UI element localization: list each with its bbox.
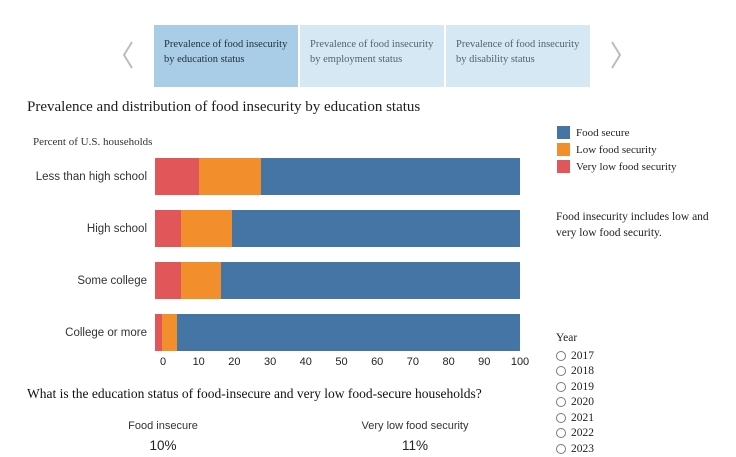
chart-row: Some college <box>0 262 520 299</box>
group-label: Food insecure <box>128 420 198 432</box>
year-option-2022[interactable]: 2022 <box>556 426 594 442</box>
radio-button-icon[interactable] <box>556 428 566 439</box>
stacked-bar <box>155 314 520 351</box>
bar-segment-low-food-security[interactable] <box>198 158 261 195</box>
bar-segment-very-low-food-security[interactable] <box>155 262 181 299</box>
year-option-label: 2023 <box>571 442 594 455</box>
category-label: College or more <box>65 326 147 339</box>
chevron-left-icon <box>120 38 136 75</box>
x-tick-label: 60 <box>371 356 384 368</box>
radio-button-icon[interactable] <box>556 412 566 423</box>
year-option-label: 2020 <box>571 396 594 409</box>
category-label: Less than high school <box>35 170 147 183</box>
x-tick-label: 50 <box>335 356 348 368</box>
year-filter: Year 2017 2018 2019 2020 2021 2022 2023 <box>556 332 594 457</box>
year-option-label: 2017 <box>571 349 594 362</box>
legend-swatch-food-secure <box>557 126 570 139</box>
x-tick-label: 40 <box>299 356 312 368</box>
x-tick-label: 10 <box>192 356 205 368</box>
x-tick-label: 80 <box>442 356 455 368</box>
year-option-label: 2018 <box>571 365 594 378</box>
carousel-prev-button[interactable] <box>116 24 140 88</box>
radio-button-icon[interactable] <box>556 397 566 408</box>
radio-button-icon[interactable] <box>556 443 566 454</box>
section-question: What is the education status of food-ins… <box>27 386 482 401</box>
year-option-2021[interactable]: 2021 <box>556 410 594 426</box>
bar-segment-very-low-food-security[interactable] <box>155 210 181 247</box>
tab-label: Prevalence of food insecurity <box>310 39 434 50</box>
tab-employment-status[interactable]: Prevalence of food insecurity by employm… <box>300 25 444 87</box>
tab-label: by disability status <box>456 54 535 65</box>
x-tick-label: 90 <box>478 356 491 368</box>
tab-strip: Prevalence of food insecurity by educati… <box>154 25 590 87</box>
x-tick-label: 20 <box>228 356 241 368</box>
chart-legend: Food secure Low food security Very low f… <box>557 126 677 177</box>
legend-item-very-low-food-security: Very low food security <box>557 160 677 173</box>
group-value: 11% <box>401 438 429 453</box>
tab-label: by employment status <box>310 54 403 65</box>
bar-segment-low-food-security[interactable] <box>180 262 221 299</box>
radio-button-icon[interactable] <box>556 350 566 361</box>
story-tab-carousel: Prevalence of food insecurity by educati… <box>116 24 628 88</box>
x-tick-label: 70 <box>406 356 420 368</box>
stacked-bar <box>155 262 520 299</box>
legend-item-food-secure: Food secure <box>557 126 677 139</box>
year-option-2020[interactable]: 2020 <box>556 395 594 411</box>
x-tick-label: 0 <box>159 356 167 368</box>
year-option-label: 2022 <box>571 427 594 440</box>
year-filter-label: Year <box>556 332 578 344</box>
chart-title: Prevalence and distribution of food inse… <box>27 99 421 115</box>
year-option-2017[interactable]: 2017 <box>556 348 594 364</box>
group-value: 10% <box>149 438 177 453</box>
year-option-2019[interactable]: 2019 <box>556 379 594 395</box>
radio-button-icon[interactable] <box>556 381 566 392</box>
category-label: High school <box>86 222 147 235</box>
bar-segment-food-secure[interactable] <box>220 262 520 299</box>
bar-segment-very-low-food-security[interactable] <box>155 314 163 351</box>
year-options: 2017 2018 2019 2020 2021 2022 2023 <box>556 348 594 457</box>
bar-segment-food-secure[interactable] <box>176 314 520 351</box>
legend-label: Low food security <box>576 143 657 156</box>
group-label: Very low food security <box>361 420 469 432</box>
chart-row: Less than high school <box>0 158 520 195</box>
group-very-low-food-security: Very low food security 11% <box>330 420 500 453</box>
year-option-2018[interactable]: 2018 <box>556 364 594 380</box>
tab-label: by education status <box>164 54 245 65</box>
carousel-next-button[interactable] <box>604 24 628 88</box>
tab-label: Prevalence of food insecurity <box>164 39 288 50</box>
tab-label: Prevalence of food insecurity <box>456 39 580 50</box>
legend-swatch-low-food-security <box>557 143 570 156</box>
year-option-2023[interactable]: 2023 <box>556 441 594 457</box>
year-option-label: 2019 <box>571 380 594 393</box>
bar-segment-low-food-security[interactable] <box>180 210 232 247</box>
x-tick-label: 100 <box>510 356 530 368</box>
chart-note: Food insecurity includes low and very lo… <box>556 211 709 240</box>
legend-swatch-very-low-food-security <box>557 160 570 173</box>
bar-segment-very-low-food-security[interactable] <box>155 158 199 195</box>
bar-segment-food-secure[interactable] <box>231 210 520 247</box>
tab-disability-status[interactable]: Prevalence of food insecurity by disabil… <box>446 25 590 87</box>
bar-segment-low-food-security[interactable] <box>162 314 177 351</box>
legend-label: Food secure <box>576 126 630 139</box>
stacked-bar <box>155 158 520 195</box>
chevron-right-icon <box>608 38 624 75</box>
year-option-label: 2021 <box>571 411 594 424</box>
chart-subtitle: Percent of U.S. households <box>33 136 153 148</box>
bar-segment-food-secure[interactable] <box>260 158 520 195</box>
stacked-bar <box>155 210 520 247</box>
group-food-insecure: Food insecure 10% <box>88 420 238 453</box>
legend-label: Very low food security <box>576 160 677 173</box>
stacked-bar-chart: Less than high school High school Some col… <box>0 158 520 351</box>
category-label: Some college <box>77 274 147 287</box>
x-tick-label: 30 <box>263 356 277 368</box>
tab-education-status[interactable]: Prevalence of food insecurity by educati… <box>154 25 298 87</box>
legend-item-low-food-security: Low food security <box>557 143 677 156</box>
radio-button-icon[interactable] <box>556 366 566 377</box>
x-axis-ticks: 0 10 20 30 40 50 60 70 80 90 100 <box>159 356 529 370</box>
chart-row: High school <box>0 210 520 247</box>
chart-row: College or more <box>0 314 520 351</box>
